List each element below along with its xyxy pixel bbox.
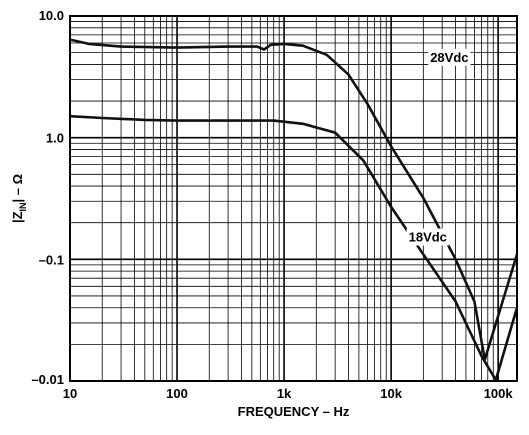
plot-frame — [69, 15, 518, 382]
y-axis-label-sub: IN — [18, 202, 28, 211]
x-axis-label: FREQUENCY – Hz — [238, 404, 350, 419]
series-label-18vdc: 18Vdc — [409, 230, 447, 245]
x-tick-label: 10k — [380, 386, 402, 401]
y-axis-label-tail: | – Ω — [10, 174, 25, 203]
series-label-background — [428, 48, 471, 66]
grid — [69, 15, 517, 382]
y-tick-label: 1.0 — [46, 131, 64, 146]
y-tick-label: –0.1 — [39, 252, 64, 267]
y-tick-labels: 10.0 1.0 –0.1 –0.01 — [31, 8, 64, 387]
series-label-28vdc: 28Vdc — [430, 50, 468, 65]
x-tick-labels: 10 100 1k 10k 100k — [63, 386, 514, 401]
x-tick-label: 100k — [484, 386, 514, 401]
y-axis-label: |ZIN| – Ω — [10, 174, 28, 223]
y-tick-label: –0.01 — [31, 372, 64, 387]
series-line-28vdc — [69, 38, 519, 361]
x-tick-label: 1k — [277, 386, 292, 401]
series-lines — [69, 38, 519, 382]
x-tick-label: 100 — [166, 386, 188, 401]
y-tick-label: 10.0 — [39, 8, 64, 23]
series-labels: 28Vdc 18Vdc — [406, 48, 471, 246]
y-axis-label-main: |Z — [10, 211, 25, 223]
x-tick-label: 10 — [63, 386, 77, 401]
series-label-background — [406, 228, 449, 246]
series-line-18vdc — [69, 114, 519, 382]
